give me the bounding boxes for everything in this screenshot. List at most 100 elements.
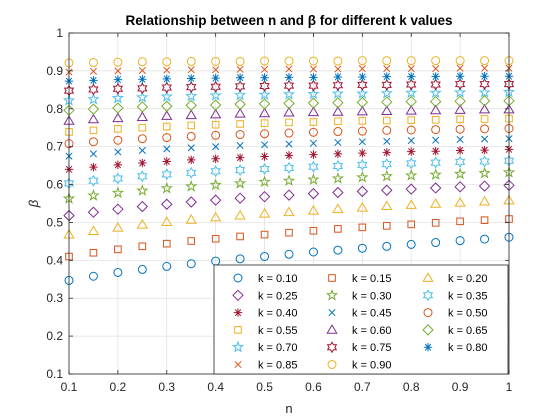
data-point	[481, 64, 489, 72]
data-point	[405, 199, 417, 209]
legend-label: k = 0.45	[352, 308, 391, 320]
data-point	[332, 186, 344, 199]
y-tick-label: 1	[56, 26, 63, 40]
data-point	[407, 65, 415, 73]
y-tick-label: 0.2	[46, 329, 63, 343]
data-point	[136, 200, 149, 213]
data-point	[455, 71, 465, 81]
data-point	[332, 97, 344, 109]
data-point	[358, 138, 366, 146]
data-point	[210, 165, 221, 178]
data-point	[138, 146, 146, 155]
data-point	[407, 220, 416, 229]
data-point	[358, 223, 367, 232]
data-point	[283, 206, 295, 217]
data-point	[234, 107, 246, 118]
legend-marker	[231, 340, 245, 353]
data-point	[481, 135, 489, 143]
data-point	[113, 135, 123, 145]
legend-label: k = 0.20	[448, 273, 487, 285]
series-045	[65, 135, 513, 160]
data-point	[234, 209, 246, 220]
data-point	[112, 112, 124, 123]
data-point	[283, 97, 295, 110]
data-point	[283, 79, 295, 92]
data-point	[334, 117, 342, 126]
data-point	[480, 115, 489, 123]
data-point	[161, 198, 173, 210]
data-point	[114, 148, 122, 156]
data-point	[478, 166, 491, 179]
data-point	[260, 230, 269, 239]
data-point	[383, 137, 391, 145]
legend-marker	[325, 288, 339, 301]
y-tick-label: 0.1	[46, 367, 63, 381]
data-point	[456, 64, 464, 72]
data-point	[285, 140, 293, 148]
data-point	[478, 180, 491, 192]
data-point	[405, 95, 417, 108]
data-point	[356, 201, 369, 212]
x-tick-label: 0.6	[305, 380, 322, 394]
data-point	[478, 95, 491, 107]
data-point	[211, 234, 220, 243]
data-point	[113, 160, 123, 170]
data-point	[138, 242, 147, 251]
data-point	[112, 221, 124, 232]
data-point	[381, 78, 392, 91]
data-point	[358, 65, 366, 73]
data-point	[261, 65, 269, 73]
data-point	[236, 232, 244, 241]
data-point	[88, 271, 98, 281]
legend-marker	[234, 360, 242, 369]
data-point	[357, 158, 368, 171]
data-point	[309, 226, 318, 235]
data-point	[456, 115, 464, 124]
data-point	[209, 194, 222, 206]
data-point	[429, 86, 442, 99]
data-point	[431, 238, 441, 248]
data-point	[456, 217, 464, 226]
data-point	[234, 80, 246, 93]
x-tick-label: 0.9	[452, 380, 469, 394]
data-point	[259, 163, 270, 176]
legend-label: k = 0.10	[258, 273, 297, 285]
data-point	[480, 145, 489, 155]
data-point	[87, 92, 100, 105]
legend-marker	[422, 272, 434, 282]
data-point	[235, 254, 245, 264]
data-point	[282, 174, 296, 187]
data-point	[260, 73, 269, 82]
data-point	[186, 259, 196, 269]
data-point	[406, 239, 416, 249]
data-point	[258, 190, 271, 203]
legend-label: k = 0.50	[448, 308, 487, 320]
data-point	[234, 164, 246, 177]
data-point	[431, 115, 440, 124]
x-tick-label: 0.4	[207, 380, 224, 394]
legend-box	[213, 264, 509, 375]
data-point	[112, 172, 124, 185]
y-tick-label: 0.6	[46, 178, 63, 192]
data-point	[357, 126, 367, 136]
data-point	[258, 175, 271, 188]
y-tick-label: 0.5	[46, 215, 63, 229]
legend-marker	[422, 324, 434, 336]
series-025	[63, 179, 515, 222]
data-point	[89, 162, 98, 172]
data-point	[309, 139, 317, 147]
data-point	[480, 71, 489, 81]
data-point	[234, 192, 246, 204]
data-point	[162, 133, 172, 143]
data-point	[381, 96, 393, 108]
data-point	[381, 184, 393, 196]
data-point	[260, 152, 269, 161]
data-point	[407, 72, 416, 81]
data-point	[431, 125, 441, 135]
data-point	[111, 91, 125, 104]
data-point	[357, 78, 368, 91]
data-point	[453, 85, 467, 98]
data-point	[454, 78, 466, 91]
data-point	[405, 104, 417, 115]
data-point	[382, 56, 392, 66]
